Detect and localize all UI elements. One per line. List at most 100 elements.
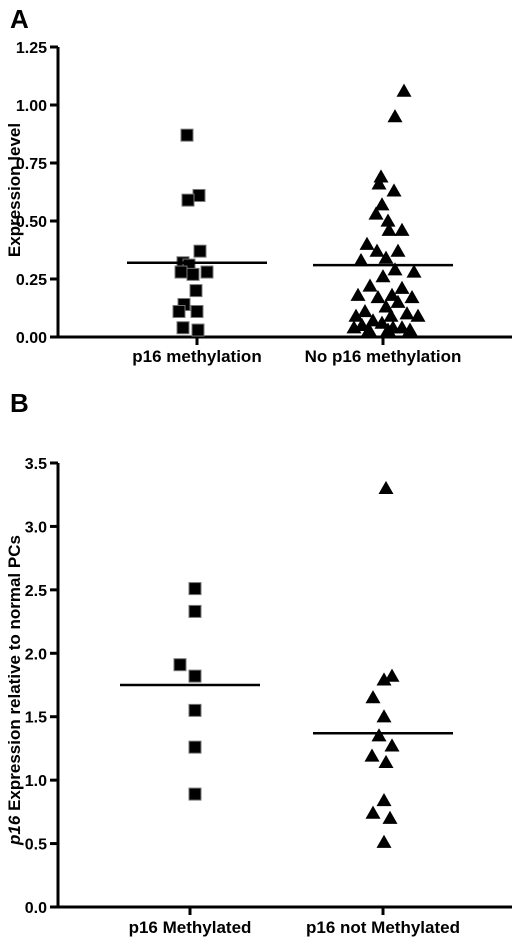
data-point-triangle: [378, 480, 394, 494]
data-point-triangle: [387, 262, 403, 276]
data-point-triangle: [365, 690, 381, 704]
data-point-triangle: [353, 252, 369, 267]
data-point-square: [174, 265, 188, 279]
y-tick-label-b: 2.0: [25, 646, 47, 663]
data-point-triangle: [371, 728, 387, 742]
data-point-triangle: [383, 308, 399, 322]
data-point-triangle: [410, 308, 426, 322]
y-tick-label-a: 1.25: [16, 40, 47, 57]
data-point-square: [191, 323, 205, 337]
median-lines-b: [120, 683, 453, 735]
data-point-triangle: [376, 672, 392, 686]
data-point-triangle: [374, 197, 390, 211]
data-point-square: [186, 267, 200, 281]
data-point-square: [188, 787, 202, 801]
data-point-square: [200, 265, 214, 279]
data-point-square: [188, 582, 202, 596]
data-point-triangle: [362, 278, 378, 292]
y-tick-label-b: 1.5: [25, 710, 47, 727]
data-point-triangle: [387, 109, 403, 123]
y-tick-label-a: 0.00: [16, 330, 47, 347]
data-point-square: [173, 658, 187, 672]
data-point-triangle: [361, 322, 377, 336]
y-tick-label-a: 1.00: [16, 98, 47, 115]
category-labels-b: p16 Methylated p16 not Methylated: [129, 907, 460, 937]
y-tick-label-b: 1.0: [25, 773, 47, 790]
data-point-triangle: [370, 290, 386, 304]
data-point-triangle: [384, 287, 400, 301]
data-point-triangle: [368, 206, 384, 220]
data-point-triangle: [394, 222, 410, 236]
y-tick-label-a: 0.75: [16, 156, 47, 173]
data-point-square: [181, 193, 195, 207]
y-axis-label-b-rest: Expression relative to normal PCs: [5, 535, 24, 816]
data-point-triangle: [348, 308, 364, 322]
data-point-triangle: [402, 322, 418, 336]
category-label-a: No p16 methylation: [305, 347, 462, 366]
data-point-triangle: [390, 294, 406, 308]
data-point-triangle: [369, 243, 385, 257]
data-point-square: [188, 669, 202, 683]
y-ticks-a: 0.00 0.25 0.50 0.75 1.00 1.25: [16, 40, 58, 347]
data-point-triangle: [406, 264, 422, 278]
data-point-triangle: [365, 805, 381, 819]
y-tick-label-b: 0.0: [25, 900, 47, 917]
data-point-triangle: [350, 287, 366, 301]
y-tick-label-b: 2.5: [25, 583, 47, 600]
data-point-square: [192, 188, 206, 202]
data-point-square: [172, 304, 186, 318]
data-points-a: [172, 83, 426, 337]
data-point-triangle: [380, 213, 396, 227]
data-point-square: [176, 321, 190, 335]
axes-a: [56, 47, 512, 339]
data-point-triangle: [376, 709, 392, 723]
panel-label-b: B: [10, 388, 29, 418]
data-point-triangle: [376, 834, 392, 848]
panel-a: A Expression level 0.00 0.25 0.50 0.75 1.00 1…: [5, 4, 512, 366]
data-point-triangle: [359, 236, 375, 250]
median-lines-a: [127, 261, 453, 267]
y-axis-label-b: p16 Expression relative to normal PCs: [5, 535, 24, 846]
y-tick-label-b: 3.0: [25, 519, 47, 536]
category-label-a: p16 methylation: [132, 347, 261, 366]
data-point-triangle: [378, 299, 394, 313]
data-point-triangle: [376, 792, 392, 807]
category-label-b: p16 not Methylated: [306, 918, 460, 937]
data-point-square: [180, 128, 194, 142]
category-labels-a: p16 methylation No p16 methylation: [132, 337, 461, 366]
data-point-square: [188, 604, 202, 618]
data-point-triangle: [373, 169, 389, 183]
data-point-square: [188, 740, 202, 754]
data-point-triangle: [396, 83, 412, 97]
y-tick-label-b: 0.5: [25, 837, 47, 854]
data-point-triangle: [394, 280, 410, 294]
category-label-b: p16 Methylated: [129, 918, 252, 937]
data-point-triangle: [371, 176, 387, 190]
data-point-triangle: [380, 322, 396, 336]
data-point-triangle: [378, 250, 394, 264]
y-axis-label-b-italic: p16: [5, 815, 24, 846]
data-point-square: [190, 304, 204, 318]
data-point-triangle: [381, 222, 397, 236]
y-tick-label-a: 0.25: [16, 272, 47, 289]
y-tick-label-a: 0.50: [16, 214, 47, 231]
axes-b: [56, 463, 512, 909]
data-point-triangle: [357, 303, 373, 318]
data-points-b: [173, 480, 400, 848]
panel-label-a: A: [10, 4, 29, 34]
data-point-triangle: [378, 754, 394, 769]
data-point-square: [189, 284, 203, 298]
data-point-triangle: [374, 315, 390, 329]
data-point-triangle: [386, 183, 402, 197]
data-point-triangle: [346, 320, 362, 334]
data-point-triangle: [384, 738, 400, 752]
y-ticks-b: 0.0 0.5 1.0 1.5 2.0 2.5 3.0 3.5: [25, 456, 58, 917]
data-point-square: [188, 703, 202, 717]
data-point-triangle: [364, 748, 380, 762]
y-tick-label-b: 3.5: [25, 456, 47, 473]
data-point-triangle: [404, 290, 420, 304]
data-point-triangle: [390, 243, 406, 257]
data-point-triangle: [399, 306, 415, 320]
panel-b: B p16 Expression relative to normal PCs …: [5, 388, 512, 937]
